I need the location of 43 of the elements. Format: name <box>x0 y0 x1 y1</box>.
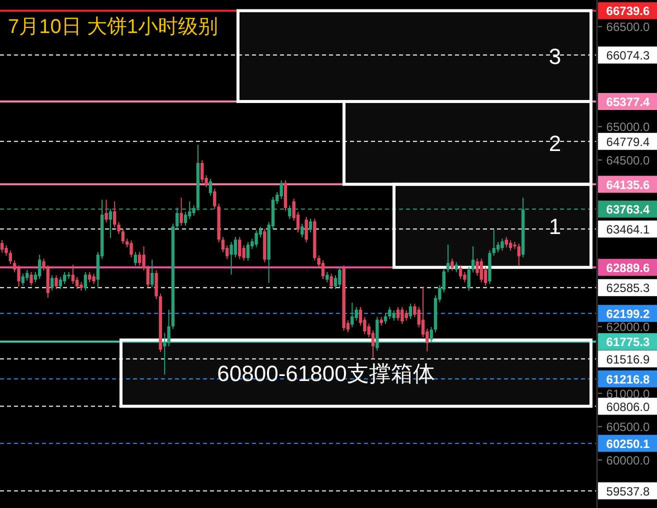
band-label: 2 <box>548 130 562 156</box>
ref-line-label: 64779.4 <box>606 134 650 149</box>
ref-line-label: 62889.6 <box>606 260 650 275</box>
band-label: 3 <box>548 44 562 70</box>
y-tick-label: 64500.0 <box>606 154 650 168</box>
ref-label: 61216.8 <box>598 370 657 388</box>
ref-line-label: 63763.4 <box>606 202 650 217</box>
ref-label: 63763.4 <box>598 200 657 218</box>
ref-label: 66074.3 <box>598 46 657 64</box>
band-label: 1 <box>548 214 562 239</box>
ref-line-label: 62199.2 <box>606 306 650 321</box>
ref-label: 64135.6 <box>598 176 657 193</box>
ref-label: 62889.6 <box>598 258 657 276</box>
y-tick-label: 60500.0 <box>606 420 650 434</box>
ref-line-label: 66739.6 <box>606 4 650 18</box>
ref-line-label: 64135.6 <box>606 178 650 192</box>
ref-label: 61775.3 <box>598 333 657 350</box>
ref-label: 60250.1 <box>598 434 657 452</box>
ref-line-label: 61216.8 <box>606 372 650 386</box>
ref-line-label: 61775.3 <box>606 335 650 350</box>
ref-label: 63464.1 <box>598 220 657 238</box>
band-label: 60800-61800支撑箱体 <box>217 361 435 386</box>
ref-line-label: 60806.0 <box>606 400 650 414</box>
text: 7月10日 大饼1小时级别 <box>8 16 218 38</box>
ref-label: 66739.6 <box>598 2 657 20</box>
ref-line-label: 59537.8 <box>606 484 650 498</box>
ref-label: 59537.8 <box>598 482 657 500</box>
y-tick-label: 62000.0 <box>606 320 650 334</box>
ref-label: 64779.4 <box>598 132 657 150</box>
ref-line-label: 63464.1 <box>606 222 650 237</box>
ref-line-label: 66074.3 <box>606 48 650 63</box>
ref-line-label: 62585.3 <box>606 281 650 296</box>
ref-label: 62585.3 <box>598 279 657 296</box>
ref-label: 65377.4 <box>598 93 657 110</box>
ref-label: 60806.0 <box>598 398 657 415</box>
ref-label: 62199.2 <box>598 304 657 322</box>
ref-label: 61516.9 <box>598 350 657 368</box>
ref-line-label: 65377.4 <box>606 95 650 110</box>
ref-line-label: 61516.9 <box>606 352 650 366</box>
ref-line-label: 60250.1 <box>606 436 650 451</box>
y-tick-label: 65000.0 <box>606 120 650 134</box>
y-tick-label: 60000.0 <box>606 454 650 468</box>
y-tick-label: 66500.0 <box>606 20 650 34</box>
